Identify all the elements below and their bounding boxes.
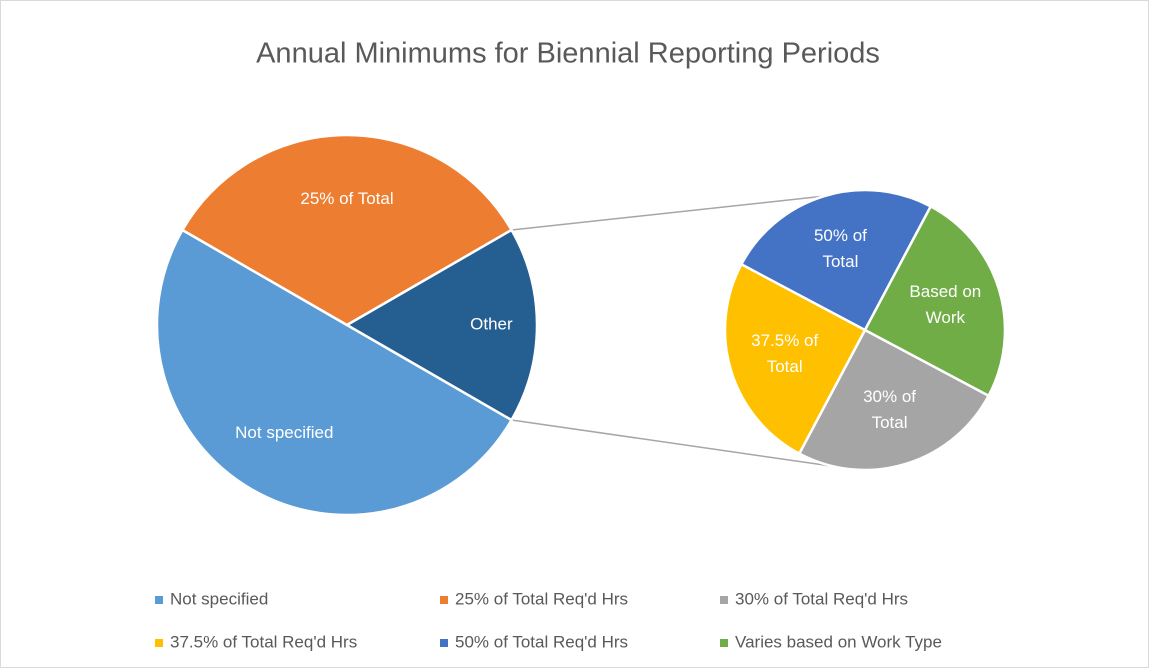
slice-label: 25% of Total <box>300 189 393 208</box>
legend-swatch <box>440 596 448 604</box>
legend-swatch <box>720 596 728 604</box>
legend-label: 50% of Total Req'd Hrs <box>455 632 628 651</box>
slice-label: Total <box>872 413 908 432</box>
slice-label: Total <box>822 252 858 271</box>
pie-slice <box>155 228 514 517</box>
slice-label: Total <box>767 357 803 376</box>
legend-label: Varies based on Work Type <box>735 632 942 651</box>
chart-title: Annual Minimums for Biennial Reporting P… <box>256 38 880 70</box>
slice-label: Not specified <box>235 423 333 442</box>
pie-slice <box>180 133 514 327</box>
pie-slice-other <box>344 228 539 422</box>
slice-label: 37.5% of <box>751 331 818 350</box>
slice-label: 30% of <box>863 387 916 406</box>
legend-swatch <box>155 596 163 604</box>
connector-line <box>511 419 834 468</box>
legend-label: 37.5% of Total Req'd Hrs <box>170 632 357 651</box>
legend-swatch <box>720 639 728 647</box>
legend-label: Not specified <box>170 589 268 608</box>
slice-label: Work <box>926 308 966 327</box>
slice-label: 50% of <box>814 226 867 245</box>
pie-slice <box>863 204 1007 398</box>
legend-label: 30% of Total Req'd Hrs <box>735 589 908 608</box>
legend-label: 25% of Total Req'd Hrs <box>455 589 628 608</box>
legend-swatch <box>440 639 448 647</box>
connector-line <box>511 195 825 231</box>
slice-label: Based on <box>909 282 981 301</box>
slice-label: Other <box>470 314 513 333</box>
legend-swatch <box>155 639 163 647</box>
